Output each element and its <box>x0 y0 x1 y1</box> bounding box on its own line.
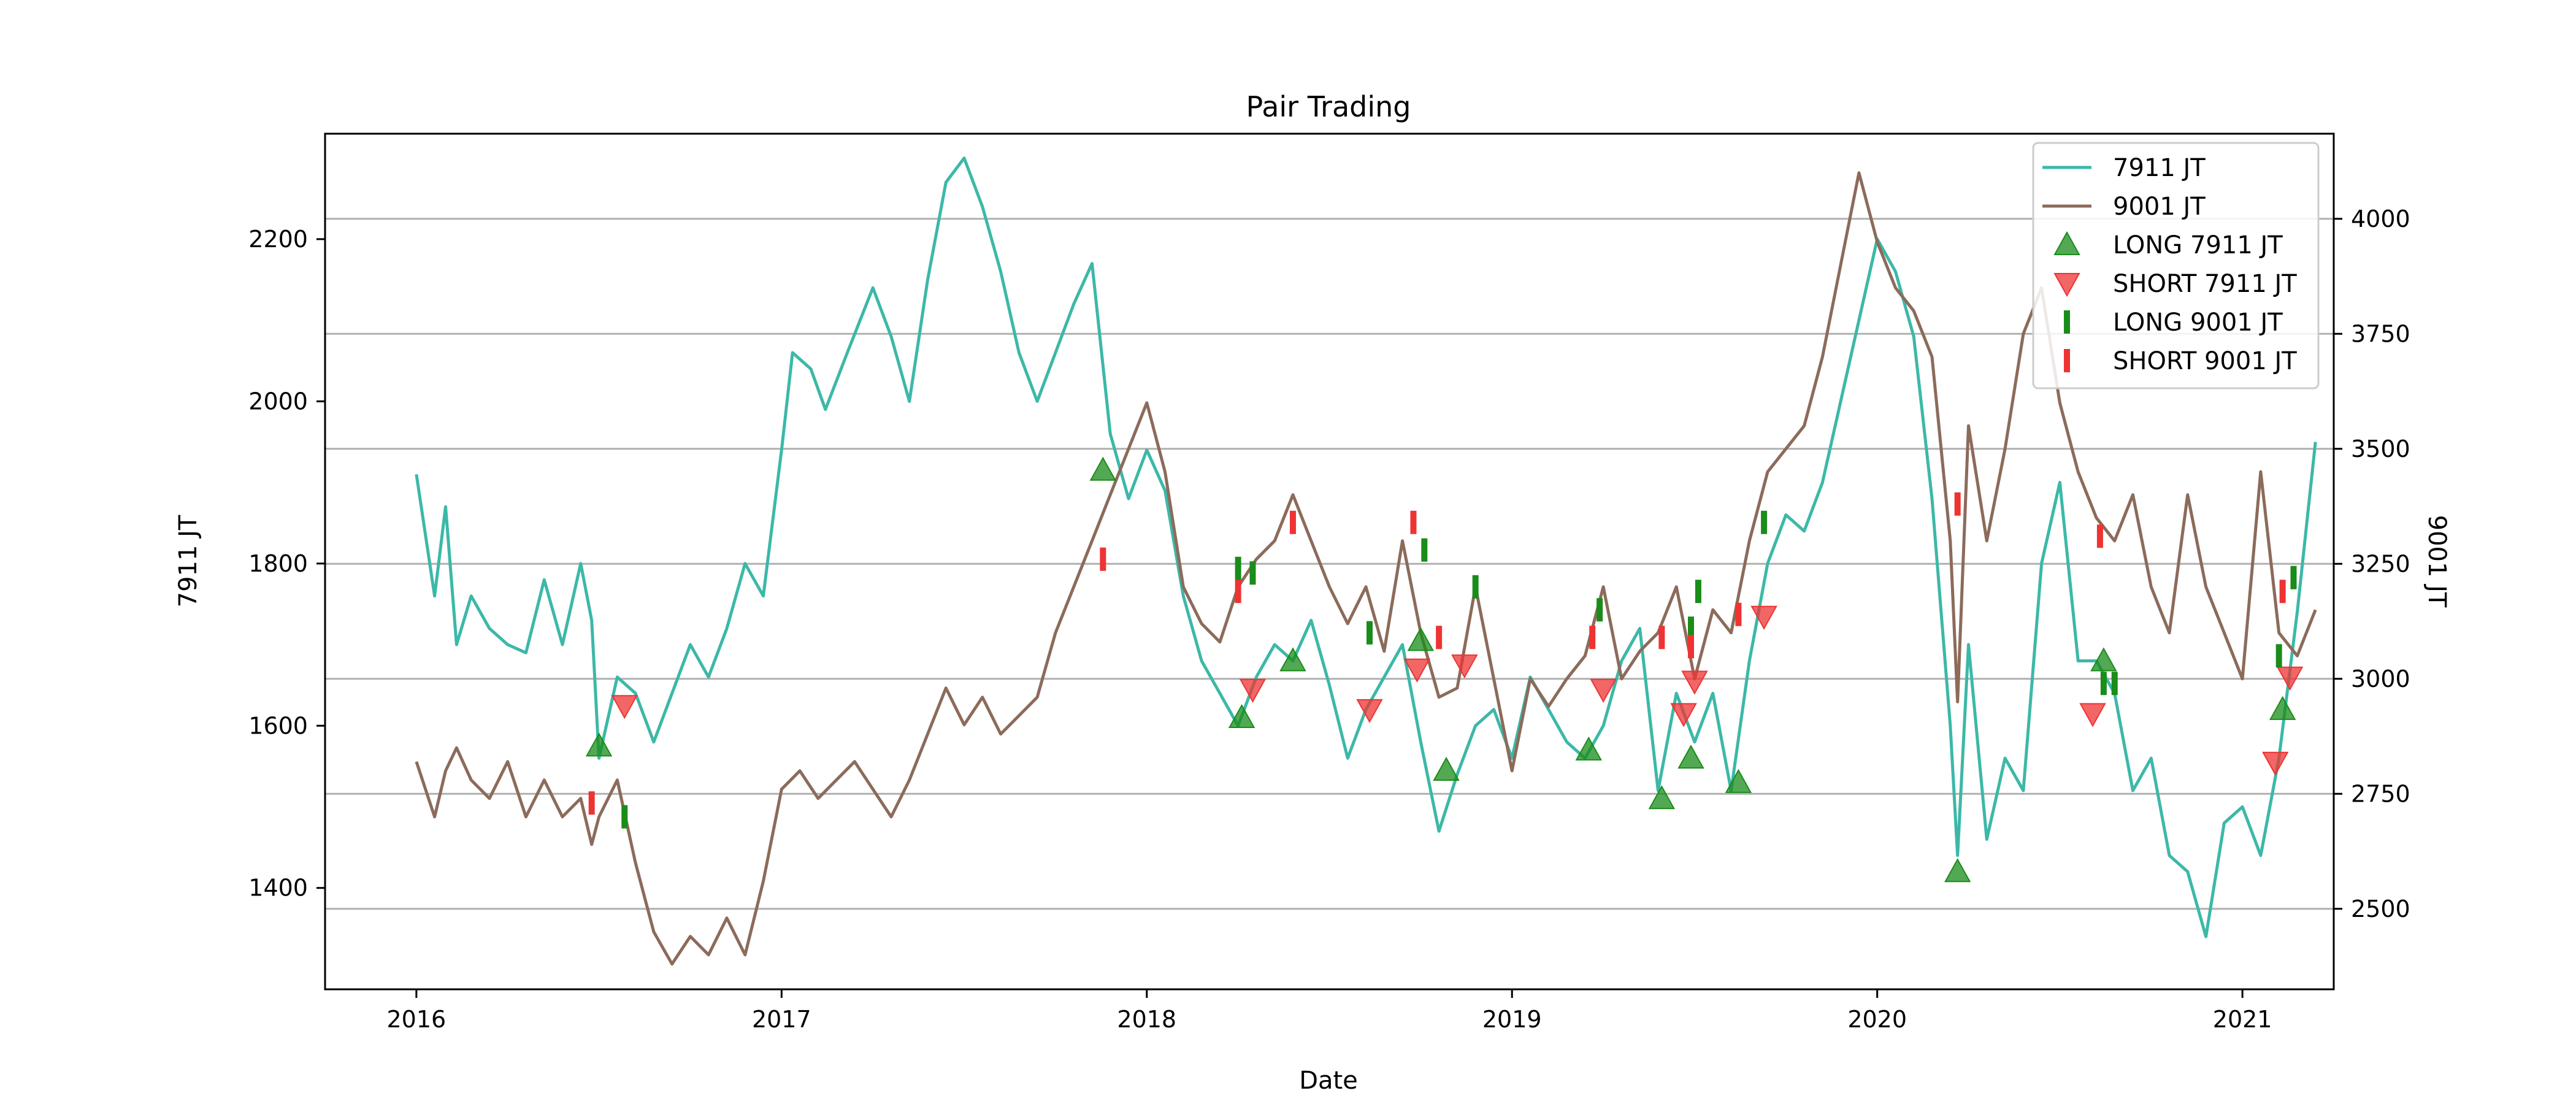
short-7911-marker <box>1750 605 1777 630</box>
legend-box <box>2032 142 2320 389</box>
y-right-tick-label: 4000 <box>2351 205 2410 232</box>
long-9001-marker <box>1421 538 1428 562</box>
long-7911-marker <box>1407 627 1435 651</box>
y-right-tick-label: 3000 <box>2351 665 2410 692</box>
long-7911-marker <box>1433 756 1460 781</box>
y-right-tick-label: 3250 <box>2351 550 2410 577</box>
legend-label: LONG 7911 JT <box>2113 231 2283 259</box>
y-right-tick-label: 2750 <box>2351 780 2410 807</box>
x-axis-label: Date <box>1299 1067 1358 1095</box>
long-9001-marker <box>1235 556 1241 580</box>
short-7911-marker <box>1356 699 1383 723</box>
long-9001-marker <box>2290 565 2297 589</box>
x-tick-label: 2020 <box>1847 1006 1907 1033</box>
legend-label: 7911 JT <box>2113 154 2206 182</box>
long-7911-marker <box>585 732 613 757</box>
short-9001-marker <box>1658 626 1665 650</box>
short-9001-marker <box>1954 492 1961 516</box>
long-7911-marker <box>1677 745 1704 769</box>
long-9001-marker <box>2111 672 2118 696</box>
long-9001-marker <box>1695 580 1701 604</box>
series-layer <box>415 156 2317 966</box>
short-9001-marker <box>2279 580 2286 604</box>
short-7911-marker <box>611 695 638 719</box>
short-9001-marker <box>1589 626 1596 650</box>
short-9001-marker <box>1289 510 1296 534</box>
x-tick-label: 2021 <box>2213 1006 2272 1033</box>
legend-long-7911-swatch <box>2053 231 2080 255</box>
long-7911-marker <box>1944 858 1971 883</box>
y-left-tick-label: 1600 <box>248 712 308 739</box>
y-right-tick-label: 2500 <box>2351 895 2410 922</box>
legend-short-7911-swatch <box>2053 273 2080 297</box>
grid-lines <box>325 218 2334 910</box>
long-9001-marker <box>1367 621 1373 645</box>
x-tick-label: 2017 <box>752 1006 811 1033</box>
short-7911-marker <box>1670 703 1697 727</box>
short-9001-marker <box>1235 580 1241 604</box>
short-7911-marker <box>1451 654 1478 679</box>
long-9001-marker <box>1688 616 1694 640</box>
legend-short-9001-swatch <box>2064 349 2070 372</box>
y-right-tick-label: 3750 <box>2351 320 2410 347</box>
short-7911-marker <box>1681 670 1708 695</box>
short-7911-marker <box>1403 658 1431 683</box>
legend-label: SHORT 7911 JT <box>2113 270 2297 298</box>
long-7911-marker <box>1648 785 1676 810</box>
long-7911-marker <box>1575 736 1602 761</box>
long-9001-marker <box>2100 672 2107 696</box>
legend: 7911 JT 9001 JT LONG 7911 JT SHORT 7911 JT L… <box>2032 142 2320 389</box>
short-9001-marker <box>1688 635 1694 659</box>
series-line-9001 <box>415 171 2317 966</box>
long-9001-marker <box>621 805 628 829</box>
y-left-tick-label: 2000 <box>248 388 308 415</box>
legend-long-9001-swatch <box>2064 310 2070 334</box>
long-7911-marker <box>2269 696 2296 720</box>
chart-title: Pair Trading <box>1246 90 1411 123</box>
x-tick-label: 2019 <box>1482 1006 1542 1033</box>
short-7911-marker <box>2276 666 2304 691</box>
y-left-tick-label: 2200 <box>248 226 308 253</box>
short-7911-marker <box>1590 678 1617 703</box>
short-7911-marker <box>2262 751 2289 776</box>
short-7911-marker <box>2079 703 2106 727</box>
short-7911-marker <box>1239 678 1267 703</box>
long-9001-marker <box>1249 561 1256 585</box>
short-9001-marker <box>1100 547 1106 571</box>
x-tick-label: 2018 <box>1117 1006 1176 1033</box>
y-axis-left: 1400 1600 1800 2000 2200 <box>248 226 325 902</box>
long-7911-marker <box>1089 456 1117 481</box>
short-9001-marker <box>1436 626 1443 650</box>
legend-label: 9001 JT <box>2113 193 2206 221</box>
short-9001-marker <box>1410 510 1417 534</box>
trade-markers <box>585 456 2304 883</box>
y-left-tick-label: 1800 <box>248 550 308 577</box>
short-9001-marker <box>1735 602 1742 626</box>
long-7911-marker <box>2090 647 2117 672</box>
legend-label: SHORT 9001 JT <box>2113 347 2297 375</box>
long-9001-marker <box>1597 598 1603 622</box>
x-tick-label: 2016 <box>387 1006 447 1033</box>
y-axis-right: 2500 2750 3000 3250 3500 3750 4000 <box>2334 205 2410 922</box>
legend-label: LONG 9001 JT <box>2113 309 2283 337</box>
y-right-tick-label: 3500 <box>2351 435 2410 462</box>
short-9001-marker <box>588 791 595 815</box>
x-axis: 2016 2017 2018 2019 2020 2021 <box>387 989 2272 1033</box>
long-9001-marker <box>2275 644 2282 668</box>
long-9001-marker <box>1761 510 1768 534</box>
y-axis-left-label: 7911 JT <box>174 515 202 607</box>
y-left-tick-label: 1400 <box>248 875 308 902</box>
y-axis-right-label: 9001 JT <box>2423 515 2451 608</box>
series-line-7911 <box>415 156 2317 938</box>
long-9001-marker <box>1472 575 1479 599</box>
long-7911-marker <box>1228 703 1255 729</box>
plot-frame <box>324 132 2335 991</box>
long-7911-marker <box>1725 769 1752 793</box>
long-7911-marker <box>1279 647 1306 672</box>
short-9001-marker <box>2096 524 2103 548</box>
